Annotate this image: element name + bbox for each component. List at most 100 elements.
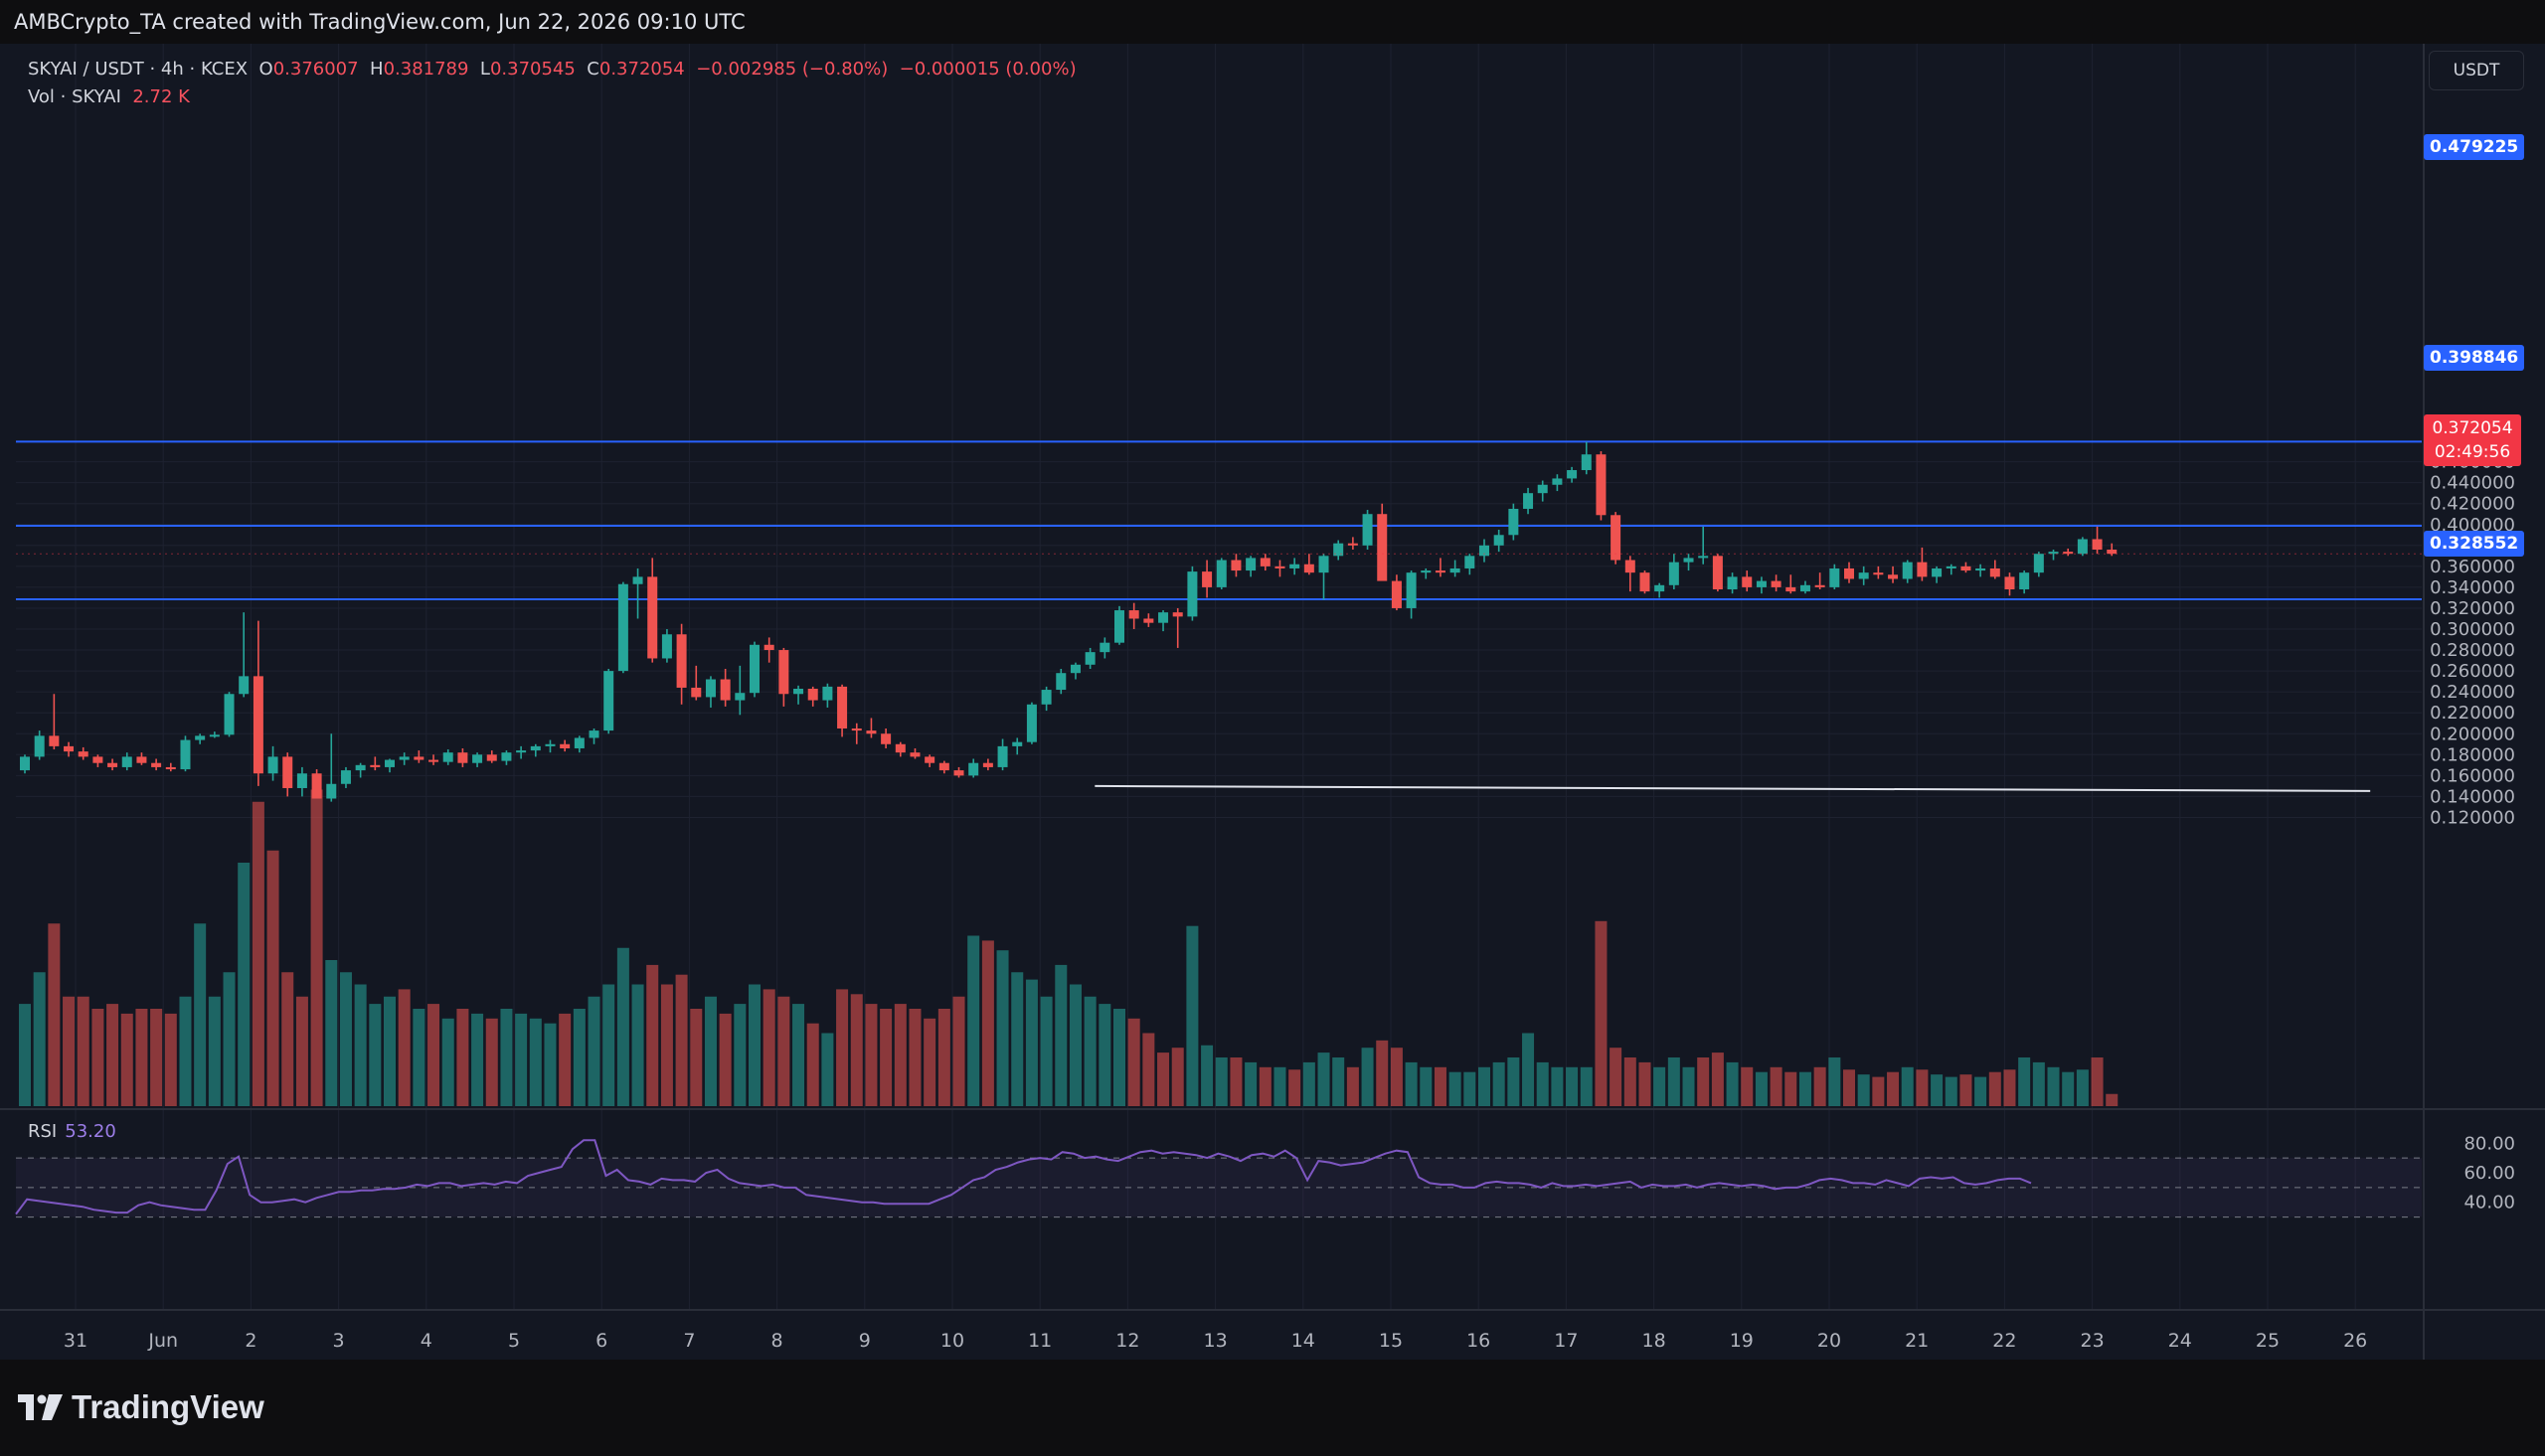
candle-body <box>1902 562 1913 579</box>
chart-svg[interactable]: 0.1200000.1400000.1600000.1800000.200000… <box>0 0 2545 1360</box>
volume-bar <box>295 996 308 1106</box>
time-axis-tick: Jun <box>147 1330 178 1352</box>
volume-label[interactable]: Vol · SKYAI <box>28 86 121 107</box>
volume-bar <box>1215 1057 1228 1106</box>
candle-body <box>355 764 366 771</box>
candle-body <box>2048 552 2059 555</box>
candle-body <box>1698 556 1709 559</box>
candle-body <box>1449 567 1460 573</box>
candle-body <box>997 745 1008 767</box>
candle-body <box>1654 584 1665 592</box>
price-axis-tick: 0.140000 <box>2430 786 2515 807</box>
volume-bar <box>1595 920 1608 1106</box>
candle-body <box>1231 560 1242 571</box>
time-axis-tick: 9 <box>859 1330 871 1352</box>
time-axis-tick: 19 <box>1730 1330 1754 1352</box>
candle-body <box>1274 566 1285 568</box>
candle-body <box>311 773 322 799</box>
candle-body <box>1683 558 1694 563</box>
candle-body <box>1756 580 1767 587</box>
last-price-value: 0.372054 <box>2432 418 2513 438</box>
time-axis-tick: 14 <box>1291 1330 1315 1352</box>
candle-body <box>1888 574 1899 579</box>
volume-bar <box>1478 1066 1490 1106</box>
candle-body <box>925 756 935 763</box>
volume-bar <box>1828 1057 1841 1106</box>
candle-body <box>866 730 877 734</box>
candle-body <box>1858 572 1869 579</box>
volume-bar <box>369 1004 382 1106</box>
currency-selector[interactable]: USDT <box>2429 51 2524 90</box>
volume-bar <box>1566 1066 1579 1106</box>
price-axis-tick: 0.400000 <box>2430 515 2515 536</box>
symbol-name[interactable]: SKYAI / USDT · 4h · KCEX <box>28 59 249 80</box>
time-axis-tick: 8 <box>771 1330 783 1352</box>
price-axis-tick: 0.240000 <box>2430 682 2515 703</box>
price-axis-tick: 0.280000 <box>2430 640 2515 661</box>
candle-body <box>2092 539 2103 551</box>
time-axis-tick: 5 <box>508 1330 520 1352</box>
candle-body <box>399 756 410 760</box>
time-axis-tick: 12 <box>1115 1330 1139 1352</box>
price-axis-tick: 0.300000 <box>2430 619 2515 640</box>
candle-body <box>1435 570 1445 573</box>
volume-bar <box>33 972 46 1106</box>
volume-bar <box>150 1009 163 1106</box>
candle-body <box>1377 514 1388 581</box>
candle-body <box>195 735 206 740</box>
time-axis-tick: 6 <box>595 1330 607 1352</box>
candle-body <box>632 576 643 584</box>
tradingview-logo[interactable]: TradingView <box>18 1387 264 1427</box>
candle-body <box>750 644 760 694</box>
volume-bar <box>1157 1052 1170 1106</box>
volume-bar <box>456 1009 469 1106</box>
candle-body <box>2063 552 2074 555</box>
candle-body <box>209 734 220 737</box>
volume-bar <box>223 972 236 1106</box>
price-axis-tick: 0.200000 <box>2430 724 2515 744</box>
volume-bar <box>690 1009 703 1106</box>
volume-bar <box>749 984 761 1106</box>
rsi-legend[interactable]: RSI 53.20 <box>28 1121 116 1142</box>
candle-body <box>165 766 176 770</box>
candle-body <box>1946 566 1956 568</box>
candle-body <box>486 754 497 761</box>
volume-bar <box>1507 1057 1520 1106</box>
candle-body <box>151 762 162 767</box>
high-value: 0.381789 <box>383 59 469 80</box>
candle-body <box>1026 704 1037 742</box>
volume-bar <box>924 1018 936 1106</box>
candle-body <box>1202 571 1213 587</box>
volume-bar <box>1346 1066 1359 1106</box>
candle-body <box>370 764 381 767</box>
candle-body <box>253 676 263 774</box>
candle-body <box>78 751 88 757</box>
candle-body <box>1596 454 1607 516</box>
candle-body <box>1362 514 1373 546</box>
volume-bar <box>675 974 688 1106</box>
candle-body <box>1070 664 1081 674</box>
candle-body <box>340 770 351 784</box>
candle-body <box>472 754 483 763</box>
tradingview-logo-icon <box>18 1394 63 1420</box>
candle-body <box>1246 558 1257 571</box>
chart-frame[interactable] <box>0 44 2545 1360</box>
volume-bar <box>792 1004 805 1106</box>
candle-body <box>837 686 848 728</box>
volume-bar <box>1127 1018 1140 1106</box>
volume-bar <box>1667 1057 1680 1106</box>
time-axis-tick: 26 <box>2343 1330 2367 1352</box>
volume-bar <box>19 1004 31 1106</box>
candle-body <box>982 762 993 767</box>
candle-body <box>1347 543 1358 546</box>
volume-bar <box>485 1018 498 1106</box>
candle-body <box>1552 478 1563 485</box>
candle-body <box>720 679 731 701</box>
candle-body <box>224 694 235 735</box>
symbol-legend: SKYAI / USDT · 4h · KCEX O0.376007 H0.38… <box>28 56 1077 111</box>
candle-body <box>589 730 599 738</box>
candle-body <box>1785 586 1796 592</box>
volume-bar <box>529 1018 542 1106</box>
volume-bar <box>1011 972 1024 1106</box>
volume-bar <box>1959 1074 1972 1106</box>
